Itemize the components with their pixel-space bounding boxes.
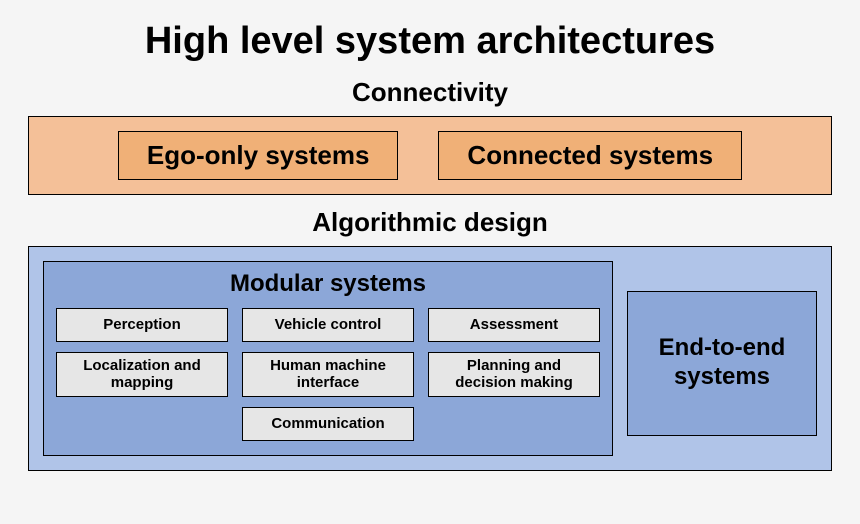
ego-only-box: Ego-only systems bbox=[118, 131, 399, 180]
module-hmi: Human machine interface bbox=[242, 352, 414, 397]
module-grid: Perception Vehicle control Assessment Lo… bbox=[56, 308, 600, 441]
module-vehicle-control: Vehicle control bbox=[242, 308, 414, 342]
main-title: High level system architectures bbox=[28, 20, 832, 63]
module-planning-decision: Planning and decision making bbox=[428, 352, 600, 397]
module-assessment: Assessment bbox=[428, 308, 600, 342]
algorithmic-heading: Algorithmic design bbox=[28, 207, 832, 238]
connectivity-heading: Connectivity bbox=[28, 77, 832, 108]
module-perception: Perception bbox=[56, 308, 228, 342]
connectivity-band: Ego-only systems Connected systems bbox=[28, 116, 832, 195]
modular-title: Modular systems bbox=[56, 270, 600, 298]
module-communication: Communication bbox=[242, 407, 414, 441]
end-to-end-box: End-to-end systems bbox=[627, 291, 817, 436]
algorithmic-band: Modular systems Perception Vehicle contr… bbox=[28, 246, 832, 471]
module-localization-mapping: Localization and mapping bbox=[56, 352, 228, 397]
modular-systems-box: Modular systems Perception Vehicle contr… bbox=[43, 261, 613, 456]
connected-systems-box: Connected systems bbox=[438, 131, 742, 180]
